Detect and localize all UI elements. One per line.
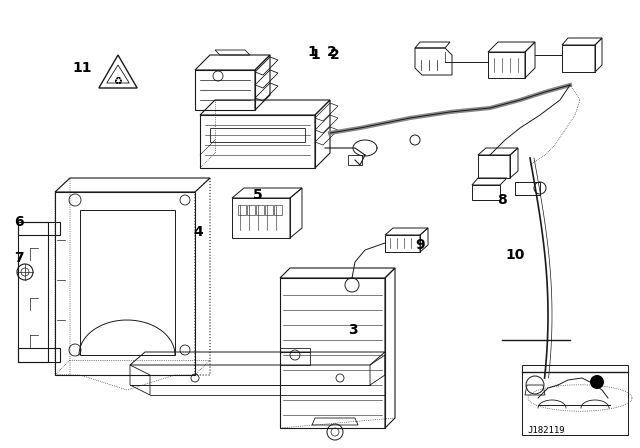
Text: 5: 5 xyxy=(253,188,263,202)
Text: 10: 10 xyxy=(505,248,524,262)
Text: 6: 6 xyxy=(14,215,24,229)
Text: 9: 9 xyxy=(415,238,424,252)
Text: J182119: J182119 xyxy=(527,426,564,435)
Text: 11: 11 xyxy=(72,61,92,75)
Circle shape xyxy=(590,375,604,389)
Text: 2: 2 xyxy=(330,48,340,62)
Text: 1: 1 xyxy=(307,45,317,59)
Text: ♻: ♻ xyxy=(114,76,122,86)
Text: 1: 1 xyxy=(310,48,320,62)
Text: 3: 3 xyxy=(348,323,358,337)
Text: 8: 8 xyxy=(497,193,507,207)
Text: 4: 4 xyxy=(193,225,203,239)
Text: 7: 7 xyxy=(14,251,24,265)
Text: 2: 2 xyxy=(327,45,337,59)
